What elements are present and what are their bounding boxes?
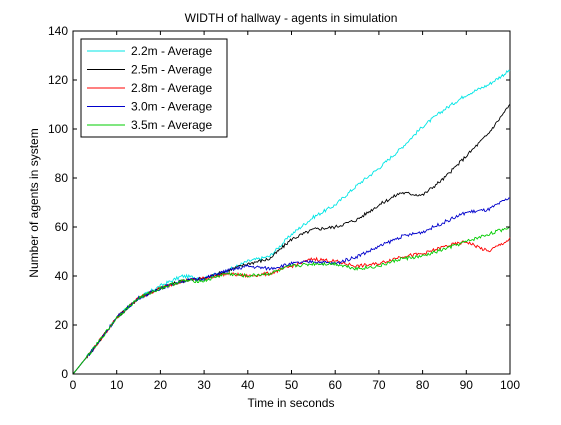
legend: 2.2m - Average 2.5m - Average 2.8m - Avera… [80, 38, 228, 138]
legend-label: 2.2m - Average [131, 44, 212, 58]
y-tick-label: 20 [55, 318, 69, 332]
chart-title: WIDTH of hallway - agents in simulation [185, 11, 398, 25]
y-tick-label: 0 [61, 367, 68, 381]
x-tick-label: 70 [372, 378, 386, 392]
x-tick-label: 30 [197, 378, 211, 392]
series-line [72, 69, 511, 375]
y-tick-label: 80 [55, 171, 69, 185]
y-tick-label: 60 [55, 220, 69, 234]
series-line [72, 197, 511, 375]
legend-label: 3.5m - Average [131, 118, 212, 132]
x-tick-label: 10 [110, 378, 124, 392]
series-lines [72, 69, 511, 375]
x-tick-label: 90 [460, 378, 474, 392]
x-axis: 0 10 20 30 40 50 60 70 80 90 100 [70, 31, 520, 392]
x-tick-label: 60 [329, 378, 343, 392]
y-tick-label: 140 [48, 24, 68, 38]
legend-label: 2.5m - Average [131, 63, 212, 77]
x-tick-label: 40 [241, 378, 255, 392]
x-tick-label: 100 [500, 378, 520, 392]
series-line [72, 226, 511, 375]
y-axis-label: Number of agents in system [27, 128, 41, 277]
legend-label: 3.0m - Average [131, 100, 212, 114]
x-tick-label: 0 [70, 378, 77, 392]
legend-label: 2.8m - Average [131, 81, 212, 95]
y-tick-label: 100 [48, 122, 68, 136]
x-tick-label: 20 [154, 378, 168, 392]
x-axis-label: Time in seconds [248, 396, 335, 410]
x-tick-label: 80 [416, 378, 430, 392]
y-tick-label: 40 [55, 269, 69, 283]
x-tick-label: 50 [285, 378, 299, 392]
y-axis: 0 20 40 60 80 100 120 140 [48, 24, 510, 381]
y-tick-label: 120 [48, 73, 68, 87]
